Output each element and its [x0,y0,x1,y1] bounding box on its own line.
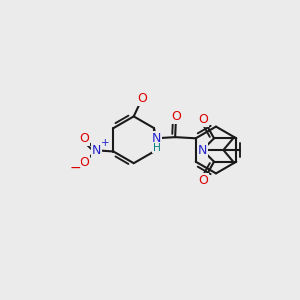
Text: N: N [198,143,207,157]
Text: O: O [79,156,89,169]
Text: O: O [199,113,208,126]
Text: N: N [92,144,101,157]
Text: O: O [137,92,147,105]
Text: O: O [199,174,208,187]
Text: O: O [79,132,89,145]
Text: N: N [151,132,160,145]
Text: +: + [101,137,109,148]
Text: H: H [153,143,160,153]
Text: −: − [70,161,81,175]
Text: O: O [171,110,181,123]
